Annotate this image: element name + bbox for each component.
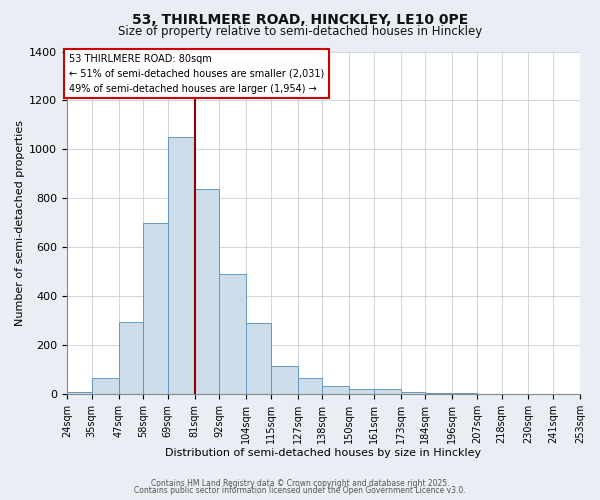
Y-axis label: Number of semi-detached properties: Number of semi-detached properties xyxy=(15,120,25,326)
Bar xyxy=(271,366,298,394)
Bar xyxy=(374,390,401,394)
Bar xyxy=(298,378,322,394)
Bar xyxy=(67,392,92,394)
Text: Contains public sector information licensed under the Open Government Licence v3: Contains public sector information licen… xyxy=(134,486,466,495)
X-axis label: Distribution of semi-detached houses by size in Hinckley: Distribution of semi-detached houses by … xyxy=(166,448,482,458)
Bar xyxy=(452,393,477,394)
Bar xyxy=(246,323,271,394)
Bar xyxy=(220,274,246,394)
Bar xyxy=(322,386,349,394)
Text: Contains HM Land Registry data © Crown copyright and database right 2025.: Contains HM Land Registry data © Crown c… xyxy=(151,478,449,488)
Bar xyxy=(92,378,119,394)
Text: 53 THIRLMERE ROAD: 80sqm
← 51% of semi-detached houses are smaller (2,031)
49% o: 53 THIRLMERE ROAD: 80sqm ← 51% of semi-d… xyxy=(69,54,325,94)
Bar xyxy=(401,392,425,394)
Bar xyxy=(119,322,143,394)
Bar xyxy=(195,188,220,394)
Bar xyxy=(425,393,452,394)
Text: Size of property relative to semi-detached houses in Hinckley: Size of property relative to semi-detach… xyxy=(118,25,482,38)
Text: 53, THIRLMERE ROAD, HINCKLEY, LE10 0PE: 53, THIRLMERE ROAD, HINCKLEY, LE10 0PE xyxy=(132,12,468,26)
Bar xyxy=(349,390,374,394)
Bar xyxy=(143,223,168,394)
Bar xyxy=(168,137,195,394)
